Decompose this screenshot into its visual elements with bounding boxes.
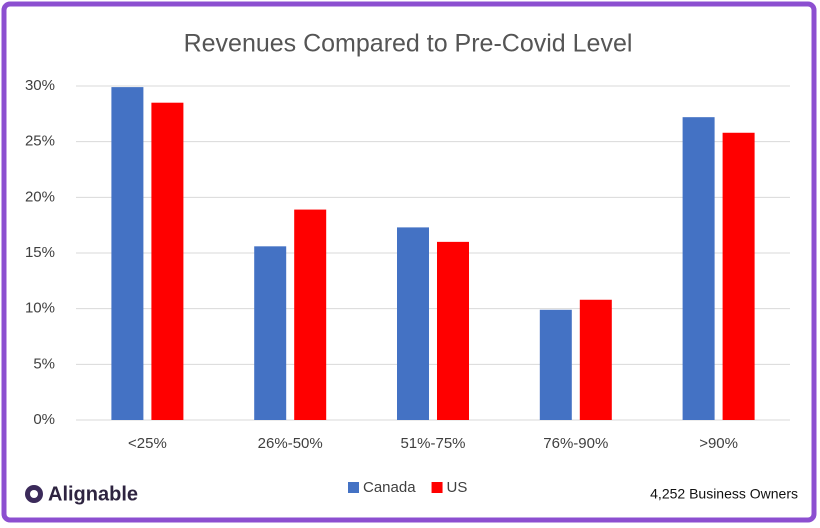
bar xyxy=(722,132,755,420)
logo-icon-hole xyxy=(30,490,38,498)
x-tick-label: 51%-75% xyxy=(400,435,465,452)
y-tick-label: 25% xyxy=(25,133,55,150)
note: 4,252 Business Owners xyxy=(650,486,798,502)
y-tick-label: 15% xyxy=(25,244,55,261)
y-tick-label: 10% xyxy=(25,300,55,317)
x-tick-label: 76%-90% xyxy=(543,435,608,452)
logo: Alignable xyxy=(25,483,138,505)
y-tick-label: 30% xyxy=(25,77,55,94)
bar xyxy=(151,102,184,420)
bar xyxy=(682,117,715,420)
bar xyxy=(254,246,287,420)
legend-swatch xyxy=(348,482,359,493)
legend-label: US xyxy=(447,479,468,496)
bar xyxy=(294,209,327,420)
x-tick-label: <25% xyxy=(128,435,167,452)
legend-swatch xyxy=(431,482,443,493)
x-tick-label: >90% xyxy=(699,435,738,452)
chart-title: Revenues Compared to Pre-Covid Level xyxy=(184,30,633,58)
x-tick-label: 26%-50% xyxy=(258,435,323,452)
logo-text: Alignable xyxy=(48,483,138,505)
y-tick-label: 20% xyxy=(25,188,55,205)
legend-label: Canada xyxy=(363,479,416,496)
y-tick-label: 0% xyxy=(33,411,55,428)
bar xyxy=(437,241,469,420)
bar xyxy=(397,227,429,420)
bar xyxy=(579,299,612,420)
bar xyxy=(539,309,572,420)
y-tick-label: 5% xyxy=(33,355,55,372)
bar xyxy=(111,87,144,420)
